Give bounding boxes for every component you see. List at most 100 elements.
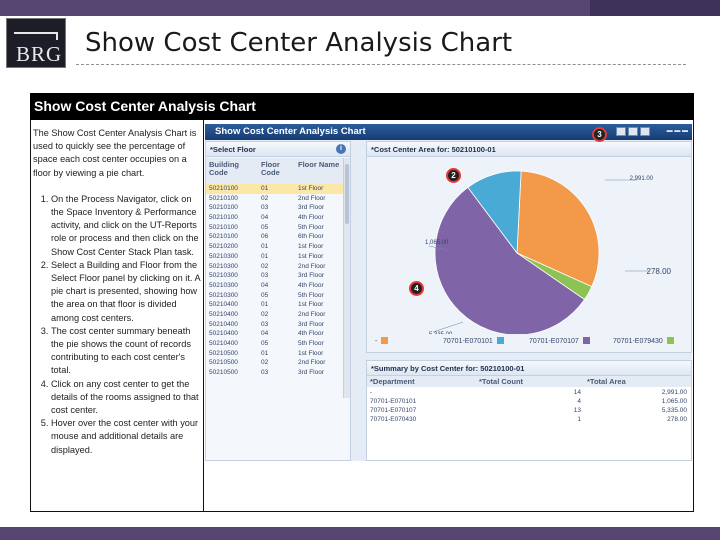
pie-chart[interactable]: 2,991.00 1,065.00 278.00 5,335.00 bbox=[367, 158, 692, 334]
building-code-cell: 50210500 bbox=[209, 369, 238, 377]
floor-row[interactable]: 50210500 03 3rd Floor bbox=[206, 368, 343, 378]
floor-row[interactable]: 50210400 05 5th Floor bbox=[206, 339, 343, 349]
title-rule bbox=[76, 64, 686, 65]
legend-label: 70701-E070107 bbox=[529, 338, 579, 345]
window-menu-icon[interactable]: ▬ ▬ ▬ bbox=[666, 128, 688, 134]
summary-panel: *Summary by Cost Center for: 50210100-01… bbox=[366, 360, 692, 461]
floor-code-cell: 05 bbox=[261, 223, 269, 231]
floor-row[interactable]: 50210400 04 4th Floor bbox=[206, 329, 343, 339]
col-total-area[interactable]: *Total Area bbox=[587, 377, 626, 386]
intro-text: The Show Cost Center Analysis Chart is u… bbox=[33, 128, 197, 178]
col-total-count[interactable]: *Total Count bbox=[479, 377, 524, 386]
summary-row[interactable]: 70701-E070101 4 1,065.00 bbox=[367, 398, 691, 407]
floor-row[interactable]: 50210400 01 1st Floor bbox=[206, 300, 343, 310]
floor-code-cell: 03 bbox=[261, 204, 269, 212]
floor-row[interactable]: 50210100 06 6th Floor bbox=[206, 232, 343, 242]
floor-row[interactable]: 50210500 01 1st Floor bbox=[206, 349, 343, 359]
window-title: Show Cost Center Analysis Chart bbox=[215, 126, 366, 137]
floor-row[interactable]: 50210100 05 5th Floor bbox=[206, 223, 343, 233]
floor-row[interactable]: 50210300 01 1st Floor bbox=[206, 252, 343, 262]
floor-code-cell: 01 bbox=[261, 252, 269, 260]
area-cell: 278.00 bbox=[667, 416, 687, 423]
building-code-cell: 50210100 bbox=[209, 233, 238, 241]
floor-row[interactable]: 50210200 01 1st Floor bbox=[206, 242, 343, 252]
floor-row[interactable]: 50210500 02 2nd Floor bbox=[206, 358, 343, 368]
legend-item[interactable]: 70701-E070107 bbox=[529, 337, 590, 345]
legend-label: 70701-E070101 bbox=[443, 338, 493, 345]
print-icon[interactable] bbox=[628, 127, 638, 136]
pie-slice[interactable] bbox=[516, 170, 600, 288]
floor-row[interactable]: 50210300 03 3rd Floor bbox=[206, 271, 343, 281]
area-cell: 5,335.00 bbox=[661, 407, 687, 414]
col-department[interactable]: *Department bbox=[370, 377, 415, 386]
building-code-cell: 50210400 bbox=[209, 320, 238, 328]
pie-legend: - 70701-E070101 70701-E070107 70701-E079430 bbox=[367, 335, 691, 349]
floor-code-cell: 03 bbox=[261, 272, 269, 280]
floor-code-cell: 01 bbox=[261, 185, 269, 192]
mail-icon[interactable] bbox=[640, 127, 650, 136]
legend-item[interactable]: 70701-E070101 bbox=[443, 337, 504, 345]
slide-title: Show Cost Center Analysis Chart bbox=[85, 28, 513, 58]
legend-item[interactable]: 70701-E079430 bbox=[613, 337, 674, 345]
slice-label: 5,335.00 bbox=[429, 332, 453, 334]
floor-row[interactable]: 50210300 04 4th Floor bbox=[206, 281, 343, 291]
floor-row[interactable]: 50210100 03 3rd Floor bbox=[206, 203, 343, 213]
building-code-cell: 50210400 bbox=[209, 310, 238, 318]
floor-name-cell: 2nd Floor bbox=[298, 262, 326, 270]
callout-3: 3 bbox=[592, 127, 607, 142]
col-building-code[interactable]: Building Code bbox=[209, 160, 239, 177]
floor-rows: 50210100 01 1st Floor 50210100 02 2nd Floor 50… bbox=[206, 184, 343, 378]
department-cell: 70701-E070101 bbox=[370, 398, 417, 405]
step-item: The cost center summary beneath the pie … bbox=[51, 325, 201, 378]
floor-row[interactable]: 50210300 02 2nd Floor bbox=[206, 262, 343, 272]
slice-label: 1,065.00 bbox=[425, 240, 449, 246]
floor-name-cell: 4th Floor bbox=[298, 281, 324, 289]
floor-name-cell: 3rd Floor bbox=[298, 204, 325, 212]
floor-code-cell: 02 bbox=[261, 262, 269, 270]
count-cell: 13 bbox=[573, 407, 581, 414]
instructions: The Show Cost Center Analysis Chart is u… bbox=[33, 127, 201, 457]
floor-table-header: Building Code Floor Code Floor Name bbox=[206, 158, 343, 184]
slice-label: 2,991.00 bbox=[630, 176, 654, 182]
building-code-cell: 50210200 bbox=[209, 243, 238, 251]
count-cell: 4 bbox=[577, 398, 581, 405]
floor-row[interactable]: 50210100 01 1st Floor bbox=[206, 184, 343, 194]
pie-slice[interactable] bbox=[434, 186, 586, 334]
column-divider bbox=[203, 120, 204, 512]
pie-slice[interactable] bbox=[467, 170, 522, 255]
legend-swatch bbox=[496, 337, 504, 344]
floor-scrollbar[interactable] bbox=[343, 158, 350, 398]
floor-row[interactable]: 50210400 02 2nd Floor bbox=[206, 310, 343, 320]
floor-name-cell: 3rd Floor bbox=[298, 369, 325, 377]
building-code-cell: 50210100 bbox=[209, 185, 238, 192]
floor-code-cell: 02 bbox=[261, 194, 269, 202]
floor-row[interactable]: 50210100 02 2nd Floor bbox=[206, 194, 343, 204]
col-floor-name[interactable]: Floor Name bbox=[298, 160, 340, 169]
floor-table: Building Code Floor Code Floor Name 5021… bbox=[206, 158, 343, 378]
top-band-accent bbox=[590, 0, 720, 16]
building-code-cell: 50210500 bbox=[209, 349, 238, 357]
legend-label: 70701-E079430 bbox=[613, 338, 663, 345]
floor-row[interactable]: 50210400 03 3rd Floor bbox=[206, 320, 343, 330]
floor-row[interactable]: 50210300 05 5th Floor bbox=[206, 291, 343, 301]
export-icon[interactable] bbox=[616, 127, 626, 136]
building-code-cell: 50210500 bbox=[209, 359, 238, 367]
summary-row[interactable]: 70701-E070430 1 278.00 bbox=[367, 416, 691, 425]
floor-row[interactable]: 50210100 04 4th Floor bbox=[206, 213, 343, 223]
slice-leader-line bbox=[432, 321, 464, 333]
col-floor-code[interactable]: Floor Code bbox=[261, 160, 280, 177]
scroll-thumb[interactable] bbox=[345, 164, 349, 224]
building-code-cell: 50210300 bbox=[209, 262, 238, 270]
floor-code-cell: 05 bbox=[261, 291, 269, 299]
select-floor-panel: *Select Floor i Building Code Floor Code… bbox=[205, 141, 351, 461]
floor-name-cell: 4th Floor bbox=[298, 330, 324, 338]
floor-code-cell: 04 bbox=[261, 281, 269, 289]
floor-name-cell: 5th Floor bbox=[298, 223, 324, 231]
info-icon[interactable]: i bbox=[336, 144, 346, 154]
box-header: Show Cost Center Analysis Chart bbox=[30, 93, 694, 120]
summary-row[interactable]: 70701-E070107 13 5,335.00 bbox=[367, 407, 691, 416]
building-code-cell: 50210100 bbox=[209, 204, 238, 212]
legend-item[interactable]: - bbox=[375, 337, 389, 345]
summary-row[interactable]: - 14 2,991.00 bbox=[367, 389, 691, 398]
